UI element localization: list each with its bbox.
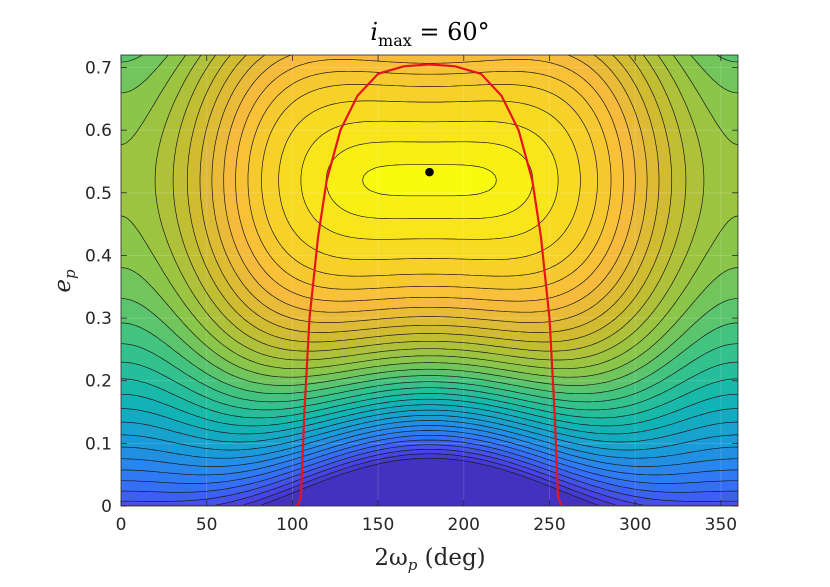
contour-line [121,425,738,467]
contour-line [121,420,738,459]
contour-line [261,84,598,277]
contour-line [121,55,738,378]
contour-line [121,434,738,484]
y-axis-label: ep [50,269,79,293]
contour-line [121,409,738,443]
x-tick-label: 200 [448,515,480,535]
y-tick-label: 0.6 [85,121,112,141]
x-tick-label: 250 [533,515,565,535]
contour-line [300,120,559,240]
contour-line [121,430,738,476]
y-tick-label: 0.1 [85,434,112,454]
contour-line [121,393,738,427]
contour-line [235,59,624,302]
y-axis-ticks: 0 0.1 0.2 0.3 0.4 0.5 0.6 0.7 [85,59,738,517]
x-tick-label: 350 [705,515,737,535]
x-tick-label: 100 [276,515,308,535]
maximum-point [425,167,434,177]
contour-line [121,55,738,370]
contour-line [186,55,673,343]
x-axis-subscript: p [408,556,418,574]
x-tick-label: 150 [362,515,394,535]
contour-line [121,439,738,493]
contour-line [121,404,738,435]
x-tick-label: 50 [196,515,218,535]
x-axis-suffix: (deg) [417,545,485,571]
y-tick-label: 0.2 [85,372,112,392]
contour-line [121,55,738,386]
chart-title: imax = 60° [370,18,489,50]
y-tick-label: 0 [101,497,112,517]
y-tick-label: 0.7 [85,59,112,79]
contour-line [121,322,738,395]
contour-line [154,55,705,361]
title-subscript: max [378,31,412,50]
contour-line [362,164,497,197]
x-axis-symbol: 2ω [374,545,407,571]
plot-area-frame [120,54,739,507]
contour-line [121,361,738,411]
contour-line [211,55,648,323]
y-axis-subscript: p [61,269,79,279]
contour-line [278,100,581,261]
title-suffix: = 60° [412,18,490,46]
contour-line [199,55,660,333]
y-tick-label: 0.3 [85,309,112,329]
x-tick-label: 0 [116,515,127,535]
title-symbol: i [370,18,378,46]
boundary-curve [121,63,738,506]
contour-line [325,141,534,220]
contour-line [121,343,738,403]
contour-line [121,378,738,419]
contour-lines [121,55,738,506]
contour-line [223,55,636,313]
contour-line [247,70,612,290]
contour-line [172,55,687,352]
y-tick-label: 0.5 [85,184,112,204]
x-axis-label: 2ωp (deg) [374,545,485,574]
filled-contour-heatmap [121,55,738,506]
x-axis-ticks: 0 50 100 150 200 250 300 350 [116,55,737,535]
y-axis-symbol: e [50,279,76,293]
y-tick-label: 0.4 [85,246,112,266]
x-tick-label: 300 [619,515,651,535]
contour-line [121,414,738,451]
